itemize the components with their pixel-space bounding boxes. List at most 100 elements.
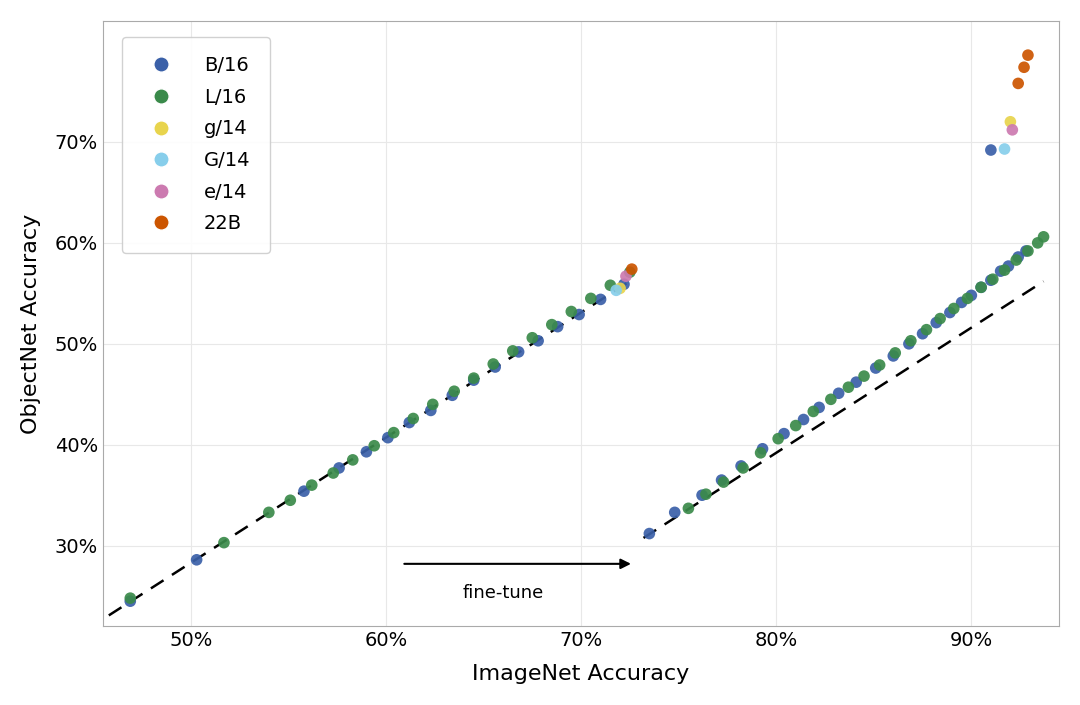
Point xyxy=(549,321,566,332)
Point xyxy=(640,528,658,539)
Point xyxy=(485,358,502,369)
Point xyxy=(611,283,629,294)
Point xyxy=(188,554,205,565)
Point xyxy=(405,413,422,424)
Point xyxy=(855,370,873,381)
Point xyxy=(734,462,752,474)
Point xyxy=(918,324,935,336)
Point xyxy=(529,335,546,346)
Point xyxy=(1003,124,1021,135)
Point xyxy=(379,432,396,443)
Point xyxy=(295,486,312,497)
Point xyxy=(465,372,483,384)
Point xyxy=(795,414,812,425)
Point xyxy=(330,462,348,474)
Point xyxy=(504,345,522,357)
Point xyxy=(754,443,771,455)
Point xyxy=(1029,238,1047,249)
Point xyxy=(444,390,461,401)
Point xyxy=(401,417,418,428)
Point xyxy=(887,348,904,359)
Point xyxy=(775,428,793,439)
Point xyxy=(122,592,139,603)
Point xyxy=(465,374,483,386)
Point xyxy=(914,328,931,339)
Point xyxy=(570,309,588,320)
Point xyxy=(713,474,730,486)
Point xyxy=(215,537,232,548)
Point xyxy=(524,332,541,343)
Point xyxy=(984,274,1001,285)
Point xyxy=(732,460,750,472)
X-axis label: ImageNet Accuracy: ImageNet Accuracy xyxy=(472,664,690,684)
Point xyxy=(1008,255,1025,266)
Point xyxy=(1020,49,1037,61)
Point xyxy=(770,433,787,444)
Point xyxy=(810,402,827,413)
Point xyxy=(582,293,599,304)
Point xyxy=(325,467,342,479)
Point xyxy=(1020,245,1037,257)
Point xyxy=(693,489,711,501)
Point xyxy=(679,503,697,514)
Point xyxy=(982,274,999,286)
Point xyxy=(959,293,976,304)
Point xyxy=(357,446,375,458)
Point xyxy=(972,282,989,293)
Point xyxy=(996,264,1013,276)
Point xyxy=(840,381,858,393)
Point xyxy=(543,319,561,330)
Point xyxy=(945,303,962,314)
Point xyxy=(618,271,635,282)
Point xyxy=(848,376,865,388)
Point xyxy=(885,350,902,362)
Point xyxy=(592,294,609,305)
Point xyxy=(345,454,362,465)
Point xyxy=(446,386,463,397)
Point xyxy=(422,405,440,416)
Point xyxy=(1002,116,1020,128)
Point xyxy=(602,280,619,291)
Point xyxy=(424,399,442,410)
Point xyxy=(870,360,888,371)
Point xyxy=(928,317,945,329)
Point xyxy=(303,479,321,491)
Point xyxy=(1010,252,1027,263)
Point xyxy=(666,507,684,518)
Point xyxy=(282,495,299,506)
Point xyxy=(1035,231,1052,243)
Point xyxy=(616,278,633,290)
Point xyxy=(831,388,848,399)
Y-axis label: ObjectNet Accuracy: ObjectNet Accuracy xyxy=(21,214,41,434)
Point xyxy=(962,290,980,301)
Point xyxy=(805,406,822,417)
Point xyxy=(623,264,640,275)
Point xyxy=(996,143,1013,154)
Point xyxy=(972,282,989,293)
Point xyxy=(787,420,805,431)
Point xyxy=(1010,78,1027,89)
Point xyxy=(953,297,970,308)
Text: fine-tune: fine-tune xyxy=(462,584,543,602)
Point xyxy=(698,489,715,500)
Point xyxy=(867,362,885,374)
Point xyxy=(715,477,732,488)
Point xyxy=(487,362,504,373)
Point xyxy=(510,346,527,357)
Point xyxy=(901,338,918,350)
Point xyxy=(931,313,948,324)
Point xyxy=(122,596,139,607)
Point xyxy=(608,285,625,296)
Point xyxy=(1017,245,1035,257)
Point xyxy=(752,447,769,458)
Point xyxy=(902,335,919,346)
Point xyxy=(942,307,959,318)
Point xyxy=(260,507,278,518)
Point xyxy=(822,393,839,405)
Point xyxy=(563,306,580,317)
Point xyxy=(982,145,999,156)
Legend: B/16, L/16, g/14, G/14, e/14, 22B: B/16, L/16, g/14, G/14, e/14, 22B xyxy=(122,37,270,252)
Point xyxy=(1015,61,1032,73)
Point xyxy=(993,266,1010,277)
Point xyxy=(621,266,638,278)
